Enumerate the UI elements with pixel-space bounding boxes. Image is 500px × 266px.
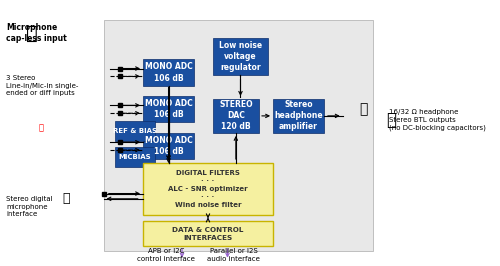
Text: Stereo
headphone
amplifier: Stereo headphone amplifier [274,100,323,131]
FancyBboxPatch shape [143,133,194,159]
Text: MONO ADC
106 dB: MONO ADC 106 dB [144,99,192,119]
FancyBboxPatch shape [115,147,154,167]
Text: REF & BIAS: REF & BIAS [113,128,157,134]
FancyBboxPatch shape [143,59,194,86]
Text: 3 Stereo
Line-in/Mic-in single-
ended or diff inputs: 3 Stereo Line-in/Mic-in single- ended or… [6,75,78,96]
Text: 🔊: 🔊 [360,102,368,116]
Text: Low noise
voltage
regulator: Low noise voltage regulator [219,41,262,72]
Text: 🎧: 🎧 [386,111,396,129]
FancyBboxPatch shape [115,121,154,141]
FancyBboxPatch shape [104,20,373,251]
Text: Microphone
cap-less input: Microphone cap-less input [6,23,67,43]
Text: 🎤: 🎤 [26,23,38,43]
Text: MONO ADC
106 dB: MONO ADC 106 dB [144,136,192,156]
Text: DIGITAL FILTERS
· · ·
ALC - SNR optimizer
· · ·
Wind noise filter: DIGITAL FILTERS · · · ALC - SNR optimize… [168,170,248,208]
Text: 🔌: 🔌 [38,123,44,132]
Text: DATA & CONTROL
INTERFACES: DATA & CONTROL INTERFACES [172,227,244,241]
Text: 🎤: 🎤 [62,192,70,205]
Text: MONO ADC
106 dB: MONO ADC 106 dB [144,63,192,82]
Text: 16/32 Ω headphone
Stereo BTL outputs
(no DC-blocking capacitors): 16/32 Ω headphone Stereo BTL outputs (no… [389,109,486,131]
Text: MICBIAS: MICBIAS [118,154,151,160]
Text: Stereo digital
microphone
interface: Stereo digital microphone interface [6,196,52,217]
FancyBboxPatch shape [273,99,324,133]
FancyBboxPatch shape [143,163,273,215]
FancyBboxPatch shape [212,99,259,133]
Text: STEREO
DAC
120 dB: STEREO DAC 120 dB [219,100,252,131]
FancyBboxPatch shape [212,38,268,75]
FancyBboxPatch shape [143,221,273,246]
FancyBboxPatch shape [143,96,194,122]
Text: APB or I2C
control interface: APB or I2C control interface [138,248,195,262]
Text: Parallel or I2S
audio interface: Parallel or I2S audio interface [207,248,260,262]
